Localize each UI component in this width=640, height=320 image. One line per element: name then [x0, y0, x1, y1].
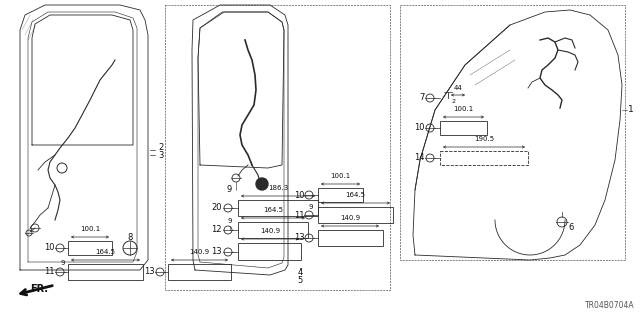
Text: 2: 2	[452, 99, 456, 104]
Text: 13: 13	[145, 268, 155, 276]
Bar	[318, 207, 393, 223]
Text: 10: 10	[415, 124, 425, 132]
Text: 190.5: 190.5	[474, 136, 494, 142]
Text: 164.5: 164.5	[263, 207, 283, 213]
Bar	[68, 264, 143, 280]
Text: 20: 20	[211, 204, 222, 212]
Text: 5: 5	[298, 276, 303, 285]
Text: 164.5: 164.5	[346, 192, 365, 198]
Bar	[318, 230, 383, 246]
Text: 6: 6	[568, 223, 573, 233]
Bar	[238, 243, 301, 260]
Text: 12: 12	[211, 226, 222, 235]
Text: 9: 9	[61, 260, 65, 266]
Text: 164.5: 164.5	[95, 249, 115, 255]
Text: 13: 13	[294, 234, 305, 243]
Bar	[318, 188, 363, 202]
Text: 140.9: 140.9	[340, 215, 360, 221]
Text: 13: 13	[211, 247, 222, 257]
Bar	[238, 200, 318, 216]
Text: 140.9: 140.9	[260, 228, 280, 234]
Bar	[238, 222, 308, 238]
Text: 44: 44	[454, 85, 463, 91]
Text: 100.1: 100.1	[330, 173, 351, 179]
Text: 3: 3	[158, 151, 163, 161]
Text: 8: 8	[127, 233, 132, 242]
Text: 4: 4	[298, 268, 303, 277]
Text: TR04B0704A: TR04B0704A	[586, 301, 635, 310]
Text: 11: 11	[294, 211, 305, 220]
Bar	[168, 264, 231, 280]
Text: 100.1: 100.1	[453, 106, 474, 112]
Text: 10: 10	[294, 190, 305, 199]
Text: 9: 9	[308, 204, 313, 210]
Bar	[400, 5, 625, 260]
Text: 9: 9	[227, 186, 232, 195]
Text: 14: 14	[415, 154, 425, 163]
Bar	[165, 5, 390, 290]
Text: 1: 1	[628, 106, 634, 115]
Text: 186.3: 186.3	[268, 185, 288, 191]
Bar	[68, 241, 112, 255]
Text: 7: 7	[420, 93, 425, 102]
Text: 2: 2	[158, 143, 163, 153]
Text: FR.: FR.	[30, 284, 48, 294]
Circle shape	[256, 178, 268, 190]
Bar	[440, 121, 487, 135]
Text: 9: 9	[228, 218, 232, 224]
Text: 140.9: 140.9	[189, 249, 209, 255]
Bar	[440, 151, 528, 165]
Text: 100.1: 100.1	[80, 226, 100, 232]
Text: 11: 11	[45, 268, 55, 276]
Text: 10: 10	[45, 244, 55, 252]
